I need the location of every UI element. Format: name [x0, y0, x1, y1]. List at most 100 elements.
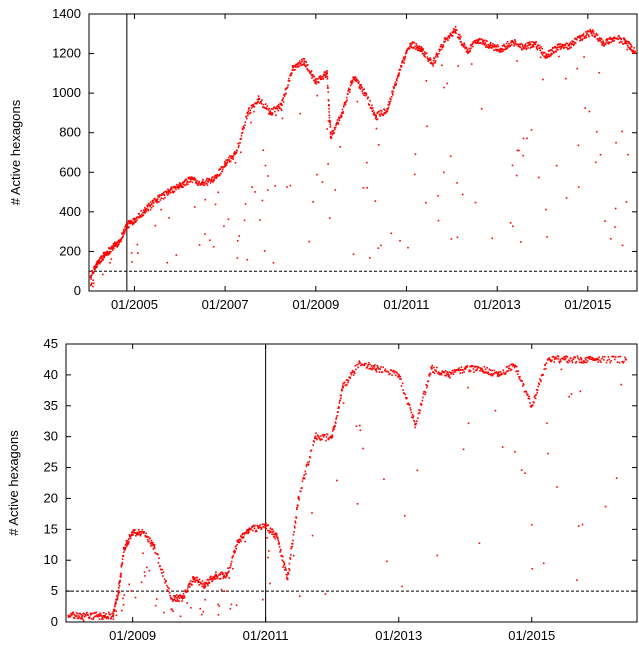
data-point — [114, 605, 116, 608]
data-point — [289, 74, 291, 77]
data-point — [240, 540, 242, 543]
data-point — [366, 97, 369, 100]
data-point — [501, 45, 504, 47]
data-point — [265, 103, 267, 105]
data-point — [220, 172, 222, 175]
data-point — [386, 110, 389, 112]
data-point — [334, 128, 336, 131]
data-point — [288, 80, 291, 82]
data-point — [231, 556, 234, 558]
data-point — [548, 54, 550, 57]
data-point — [303, 58, 306, 60]
scatter-points — [67, 355, 627, 622]
data-point — [241, 127, 244, 130]
data-point — [233, 151, 236, 153]
data-point — [389, 100, 392, 103]
data-point — [118, 241, 121, 244]
data-point — [457, 369, 459, 372]
data-point — [265, 522, 267, 525]
data-point — [101, 618, 103, 620]
y-tick-label: 200 — [59, 243, 81, 258]
data-point — [244, 124, 246, 126]
data-point — [375, 367, 378, 370]
data-point — [98, 614, 100, 617]
data-point — [241, 533, 243, 536]
data-point — [134, 596, 137, 599]
data-point — [467, 386, 469, 389]
data-point — [600, 361, 602, 363]
data-point — [214, 176, 216, 179]
data-point — [581, 523, 584, 526]
data-point — [322, 435, 325, 438]
data-point — [597, 361, 600, 363]
data-point — [296, 506, 298, 509]
data-point — [166, 584, 168, 587]
data-point — [621, 244, 624, 247]
data-point — [310, 70, 313, 72]
data-point — [297, 505, 299, 507]
data-point — [437, 194, 439, 197]
data-point — [399, 375, 402, 378]
data-point — [136, 243, 139, 246]
data-point — [626, 44, 629, 47]
data-point — [242, 125, 245, 128]
data-point — [603, 355, 606, 358]
data-point — [200, 582, 203, 585]
data-point — [373, 112, 375, 115]
data-point — [555, 164, 558, 167]
data-point — [252, 105, 255, 107]
data-point — [177, 187, 180, 190]
data-point — [311, 77, 313, 79]
data-point — [168, 587, 170, 590]
data-point — [369, 363, 371, 366]
data-point — [531, 46, 534, 48]
data-point — [212, 576, 215, 579]
data-point — [591, 356, 594, 359]
data-point — [328, 116, 331, 119]
data-point — [246, 112, 249, 115]
data-point — [407, 47, 410, 49]
data-point — [284, 569, 286, 571]
data-point — [141, 213, 144, 216]
data-point — [607, 356, 610, 358]
data-point — [492, 373, 495, 375]
data-point — [632, 50, 635, 53]
data-point — [402, 389, 404, 391]
data-point — [192, 576, 195, 578]
data-point — [232, 156, 234, 158]
data-point — [120, 565, 123, 568]
data-point — [276, 536, 279, 539]
data-point — [350, 80, 353, 83]
data-point — [462, 448, 465, 451]
data-point — [186, 589, 189, 591]
data-point — [211, 579, 214, 582]
y-tick-label: 10 — [44, 552, 58, 567]
data-point — [525, 43, 527, 45]
data-point — [348, 91, 351, 93]
data-point — [115, 244, 117, 247]
data-point — [115, 610, 118, 613]
data-point — [568, 43, 571, 46]
data-point — [97, 260, 100, 263]
data-point — [140, 531, 142, 533]
data-point — [284, 568, 287, 570]
data-point — [547, 452, 549, 455]
data-point — [440, 43, 442, 46]
data-point — [504, 373, 507, 375]
data-point — [213, 577, 215, 580]
data-point — [222, 572, 224, 574]
data-point — [413, 47, 415, 49]
data-point — [503, 48, 506, 51]
data-point — [564, 44, 567, 46]
data-point — [589, 358, 591, 360]
data-point — [254, 191, 256, 193]
data-point — [163, 193, 165, 196]
data-point — [483, 365, 486, 368]
data-point — [142, 552, 144, 555]
data-point — [413, 41, 416, 44]
data-point — [480, 107, 483, 110]
data-point — [557, 43, 559, 46]
data-point — [145, 210, 147, 213]
y-tick-label: 1200 — [52, 46, 81, 61]
data-point — [332, 428, 334, 430]
